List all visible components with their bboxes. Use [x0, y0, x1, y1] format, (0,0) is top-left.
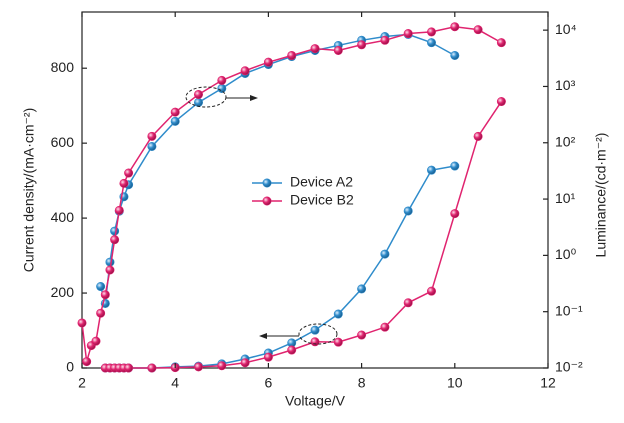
data-point — [100, 290, 110, 300]
data-point — [426, 27, 436, 37]
legend-marker — [262, 196, 272, 206]
data-point — [450, 50, 460, 60]
x-tick-label: 10 — [447, 375, 463, 391]
y2-tick-label: 10⁻² — [555, 359, 583, 375]
plot-frame — [81, 11, 549, 369]
data-point — [310, 325, 320, 335]
data-point — [380, 35, 390, 45]
data-point — [287, 345, 297, 355]
data-point — [496, 38, 506, 48]
data-point — [426, 286, 436, 296]
data-point — [82, 357, 92, 367]
data-point — [263, 352, 273, 362]
data-point — [170, 107, 180, 117]
data-point — [96, 308, 106, 318]
data-point — [147, 141, 157, 151]
data-point — [473, 131, 483, 141]
data-point — [403, 298, 413, 308]
data-point — [114, 205, 124, 215]
data-point — [96, 282, 106, 292]
annotation-ellipse — [298, 323, 338, 345]
data-point — [105, 265, 115, 275]
y2-tick-label: 10¹ — [555, 190, 576, 206]
legend-label: Device A2 — [290, 174, 353, 190]
data-point — [194, 97, 204, 107]
data-point — [380, 249, 390, 259]
x-axis-title: Voltage/V — [285, 393, 346, 409]
arrow-head — [259, 333, 267, 339]
y-tick-label: 400 — [51, 209, 75, 225]
data-point — [170, 116, 180, 126]
data-point — [105, 257, 115, 267]
x-tick-label: 8 — [358, 375, 366, 391]
data-point — [333, 309, 343, 319]
data-point — [380, 322, 390, 332]
plot-area — [77, 22, 506, 373]
data-point — [450, 22, 460, 32]
data-point — [403, 206, 413, 216]
data-point — [263, 57, 273, 67]
y2-tick-label: 10⁻¹ — [555, 302, 583, 318]
data-point — [333, 337, 343, 347]
data-point — [217, 75, 227, 85]
data-point — [450, 209, 460, 219]
x-tick-label: 4 — [171, 375, 179, 391]
data-point — [333, 46, 343, 56]
data-point — [426, 38, 436, 48]
series-line — [99, 33, 456, 304]
y-tick-label: 0 — [66, 359, 74, 375]
data-point — [110, 235, 120, 245]
x-tick-label: 2 — [78, 375, 86, 391]
data-point — [110, 226, 120, 236]
series-line — [105, 165, 455, 369]
data-point — [357, 330, 367, 340]
data-point — [119, 178, 129, 188]
y-tick-label: 800 — [51, 59, 75, 75]
data-point — [91, 336, 101, 346]
data-point — [147, 131, 157, 141]
x-tick-label: 12 — [540, 375, 556, 391]
data-point — [217, 83, 227, 93]
data-point — [147, 363, 157, 373]
data-point — [194, 89, 204, 99]
y2-tick-label: 10³ — [555, 77, 576, 93]
data-point — [310, 44, 320, 54]
data-point — [310, 337, 320, 347]
legend-marker — [262, 178, 272, 188]
data-point — [473, 25, 483, 35]
data-point — [426, 165, 436, 175]
annotation-ellipse — [185, 86, 227, 108]
data-point — [77, 318, 87, 328]
data-point — [217, 361, 227, 371]
arrow-head — [250, 95, 258, 101]
y2-tick-label: 10² — [555, 133, 576, 149]
y-axis-title: Current density/(mA·cm⁻²) — [21, 108, 37, 273]
data-point — [240, 66, 250, 76]
data-point — [124, 168, 134, 178]
data-point — [496, 97, 506, 107]
y-tick-label: 600 — [51, 134, 75, 150]
series-line — [105, 101, 503, 369]
y2-tick-label: 10⁴ — [555, 21, 577, 37]
data-point — [124, 363, 134, 373]
data-point — [357, 40, 367, 50]
legend-label: Device B2 — [290, 192, 354, 208]
y-tick-label: 200 — [51, 284, 75, 300]
x-tick-label: 6 — [265, 375, 273, 391]
data-point — [403, 29, 413, 39]
data-point — [450, 161, 460, 171]
data-point — [194, 362, 204, 372]
data-point — [240, 358, 250, 368]
data-point — [357, 284, 367, 294]
data-point — [287, 50, 297, 60]
y2-tick-label: 10⁰ — [555, 246, 577, 262]
y2-axis-title: Luminance/(cd·m⁻²) — [593, 133, 609, 258]
